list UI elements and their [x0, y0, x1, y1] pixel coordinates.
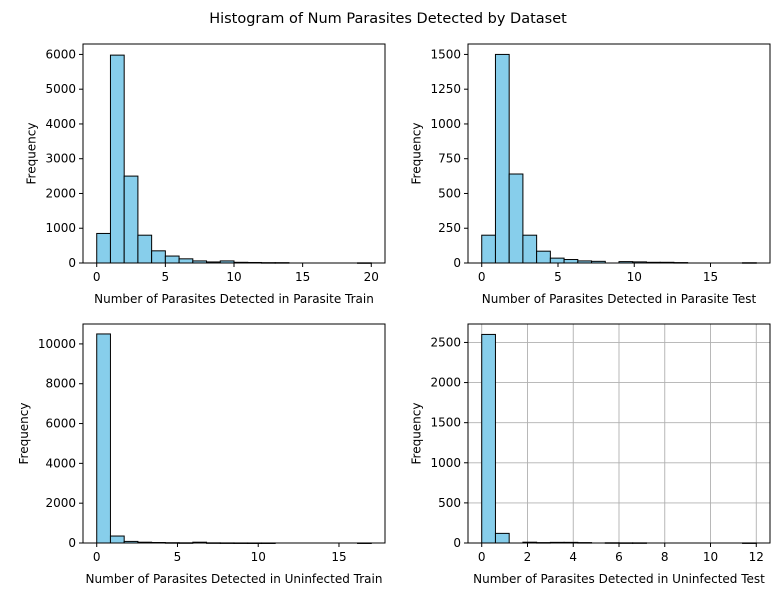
histogram-bar — [563, 259, 579, 264]
histogram-bar — [481, 234, 496, 264]
histogram-uninfected-train: 0 5 10 15 0 2000 4000 6000 8000 10000 Number of Pa… — [17, 323, 386, 586]
axes-frame — [467, 43, 771, 264]
x-tick-label: 2 — [524, 550, 532, 564]
y-tick-label: 2000 — [430, 376, 461, 390]
figure-title: Histogram of Num Parasites Detected by D… — [209, 11, 567, 27]
histogram-bar — [508, 173, 524, 264]
histogram-bar — [96, 232, 111, 264]
x-tick-label: 0 — [93, 550, 101, 564]
y-tick-label: 750 — [438, 152, 461, 166]
x-tick-label: 6 — [615, 550, 623, 564]
x-axis-label: Number of Parasites Detected in Uninfect… — [473, 572, 765, 586]
x-tick-label: 5 — [554, 270, 562, 284]
y-tick-label: 0 — [453, 256, 461, 270]
x-tick-label: 10 — [226, 270, 241, 284]
y-tick-label: 4000 — [45, 456, 76, 470]
histogram-bar — [481, 333, 496, 544]
y-tick-label: 1000 — [430, 456, 461, 470]
x-axis-label: Number of Parasites Detected in Uninfect… — [86, 572, 383, 586]
x-tick-label: 10 — [627, 270, 642, 284]
histogram-bar — [109, 535, 125, 544]
histogram-parasite-test: 0 5 10 15 0 250 500 750 1000 1250 1500 Number of Pa… — [410, 43, 771, 306]
x-tick-label: 15 — [331, 550, 346, 564]
y-tick-label: 6000 — [45, 417, 76, 431]
y-tick-label: 1500 — [430, 47, 461, 61]
x-tick-label: 0 — [93, 270, 101, 284]
x-tick-label: 12 — [749, 550, 764, 564]
histogram-bar — [123, 175, 139, 264]
x-tick-label: 0 — [478, 550, 486, 564]
y-tick-label: 250 — [438, 221, 461, 235]
y-tick-label: 6000 — [45, 47, 76, 61]
y-tick-label: 5000 — [45, 82, 76, 96]
y-tick-label: 4000 — [45, 117, 76, 131]
x-tick-label: 5 — [162, 270, 170, 284]
x-tick-label: 15 — [703, 270, 718, 284]
histogram-bar — [536, 250, 551, 264]
axes-frame — [82, 323, 386, 544]
y-tick-label: 500 — [438, 186, 461, 200]
x-tick-label: 10 — [251, 550, 266, 564]
x-tick-label: 4 — [569, 550, 577, 564]
x-tick-label: 8 — [661, 550, 669, 564]
histogram-bar — [164, 255, 180, 264]
x-tick-label: 15 — [295, 270, 310, 284]
y-tick-label: 0 — [453, 536, 461, 550]
histogram-bar — [137, 234, 153, 264]
y-axis-label: Frequency — [17, 403, 31, 465]
y-tick-label: 1000 — [45, 221, 76, 235]
y-axis-label: Frequency — [25, 123, 39, 185]
y-tick-label: 1000 — [430, 117, 461, 131]
histogram-bar — [151, 250, 166, 264]
histogram-bar — [178, 258, 194, 264]
histogram-uninfected-test: 0 2 4 6 8 10 12 0 500 1000 1500 2000 2500 Number of P… — [410, 323, 771, 586]
histogram-bar — [549, 257, 565, 264]
x-axis-label: Number of Parasites Detected in Parasite… — [482, 292, 757, 306]
y-tick-label: 0 — [68, 536, 76, 550]
histogram-bar — [522, 234, 538, 264]
y-tick-label: 0 — [68, 256, 76, 270]
y-tick-label: 500 — [438, 496, 461, 510]
x-tick-label: 10 — [703, 550, 718, 564]
y-tick-label: 10000 — [38, 337, 76, 351]
histogram-bar — [109, 54, 125, 264]
x-tick-label: 20 — [364, 270, 379, 284]
histogram-parasite-train: 0 5 10 15 20 0 1000 2000 3000 4000 5000 6000 Number … — [25, 43, 386, 306]
y-tick-label: 1250 — [430, 82, 461, 96]
y-tick-label: 1500 — [430, 416, 461, 430]
y-tick-label: 2000 — [45, 186, 76, 200]
x-tick-label: 5 — [174, 550, 182, 564]
y-axis-label: Frequency — [410, 123, 424, 185]
y-tick-label: 8000 — [45, 377, 76, 391]
y-axis-label: Frequency — [410, 403, 424, 465]
histogram-bar — [494, 53, 510, 264]
y-tick-label: 3000 — [45, 152, 76, 166]
histogram-bar — [96, 333, 111, 544]
y-tick-label: 2500 — [430, 335, 461, 349]
y-tick-label: 2000 — [45, 496, 76, 510]
x-axis-label: Number of Parasites Detected in Parasite… — [94, 292, 374, 306]
histogram-bar — [494, 532, 510, 544]
x-tick-label: 0 — [478, 270, 486, 284]
